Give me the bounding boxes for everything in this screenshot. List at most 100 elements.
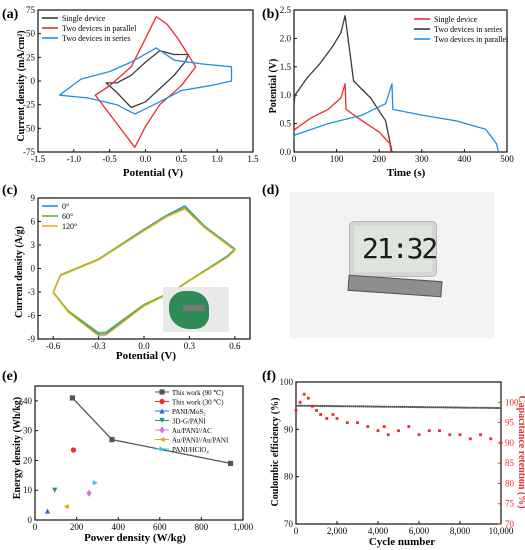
panel-d-tag: (d) [262, 183, 279, 198]
panel-f-ce-point [499, 406, 503, 410]
panel-a-ylabel: Current density (mA/cm²) [16, 30, 27, 141]
panel-f-ce-point [436, 406, 439, 409]
panel-f-ce-point [317, 404, 320, 407]
panel-e-xtick-label: 0 [33, 522, 38, 532]
panel-f-ce-point [483, 406, 486, 409]
panel-b-legend-label: Two devices in parallel [434, 35, 509, 44]
panel-f-ce-point [362, 405, 365, 408]
panel-c-legend-label: 0° [62, 202, 69, 211]
panel-b-legend-label: Single device [434, 15, 478, 24]
panel-f-xtick-label: 8,000 [450, 526, 471, 536]
panel-e-point [70, 447, 77, 453]
device-photo: 21:32 [290, 192, 494, 338]
panel-e-legend-marker [159, 417, 165, 424]
panel-e-legend-label: PANI/MoS₂ [172, 408, 206, 416]
panel-f-retention-point [335, 417, 339, 420]
panel-c-ytick-label: 6 [31, 217, 36, 227]
panel-f-ytick-label: 100 [505, 397, 519, 407]
panel-f-ce-point [452, 406, 455, 409]
clock-reading: 21:32 [362, 232, 438, 265]
panel-e-legend-marker [159, 389, 165, 395]
panel-f-frame [295, 381, 502, 525]
panel-f-retention-point [294, 409, 298, 412]
panel-f-ce-point [315, 404, 318, 407]
panel-f-ce-point [366, 405, 369, 408]
panel-a-xtick-label: -1.0 [67, 154, 82, 164]
panel-f-ce-point [446, 406, 449, 409]
panel-f-ce-point [467, 406, 470, 409]
panel-f-retention-point [311, 404, 314, 408]
panel-f-ce-point [329, 405, 332, 408]
panel-e-xtick-label: 800 [195, 522, 209, 532]
panel-e-legend-marker [159, 408, 165, 414]
panel-b-tag: (b) [262, 7, 279, 22]
device-image [183, 305, 205, 311]
panel-b-xtick-label: 500 [500, 154, 514, 164]
panel-f-ce-point [385, 405, 388, 408]
panel-f-ce-point [344, 405, 347, 408]
panel-a-ytick-label: 0 [31, 76, 36, 86]
panel-a-series-two-devices-in-parallel [94, 15, 197, 148]
panel-e-point [109, 437, 115, 443]
panel-b-xtick-label: 200 [372, 154, 386, 164]
panel-b-series-two-devices-in-series [293, 83, 392, 153]
panel-b-ytick-label: 0.5 [280, 119, 292, 129]
panel-f-ce-point [325, 404, 328, 408]
panel-f-retention-point [427, 429, 431, 433]
panel-e-point [69, 395, 76, 401]
panel-f-ce-point [473, 406, 476, 409]
panel-f-ce-point [294, 404, 298, 407]
panel-f-retention-point [397, 429, 400, 433]
panel-f-ce-point [327, 404, 330, 408]
panel-f-retention-point [407, 425, 411, 428]
panel-e-xtick-label: 400 [111, 522, 125, 532]
panel-a-series-single-device [105, 50, 190, 109]
panel-f-ce-point [415, 406, 418, 409]
panel-f-ce-point [374, 405, 377, 408]
panel-e-ytick-label: 20 [23, 455, 33, 465]
panel-f-ce-point [399, 405, 402, 408]
panel-f-ce-point [475, 406, 478, 409]
panel-f-ce-point [438, 406, 441, 409]
panel-f-ce-point [458, 406, 462, 409]
panel-f-ce-point [360, 405, 363, 408]
panel-f-ce-point [469, 406, 472, 409]
panel-e-legend-label: Au/PANI//Au/PANI [172, 437, 229, 445]
panel-f-ce-point [299, 404, 302, 407]
panel-f-ce-point [461, 406, 464, 409]
panel-c-xtick-label: -0.6 [46, 341, 61, 351]
panel-c-ytick-label: -9 [28, 334, 36, 344]
panel-a-legend-label: Two devices in parallel [62, 24, 137, 33]
panel-e-point [63, 504, 69, 510]
panel-b-ytick-label: 2.0 [280, 33, 292, 43]
panel-f-retention-point [382, 425, 386, 428]
panel-f-xtick-label: 4,000 [368, 526, 389, 536]
panel-f-ytick-label: 90 [284, 424, 294, 434]
panel-f-ce-point [340, 405, 343, 408]
panel-f-retention-point [315, 409, 318, 412]
panel-e-xtick-label: 1,000 [233, 522, 254, 532]
panel-f-ce-point [430, 406, 433, 409]
panel-f-ce-point [356, 405, 359, 408]
panel-f-ce-point [323, 404, 326, 408]
panel-e-ylabel: Energy density (Wh/kg) [12, 397, 23, 499]
panel-f-ytick-label: 80 [505, 478, 515, 488]
panel-f-xtick-label: 10,000 [489, 526, 514, 536]
panel-f-ce-point [444, 406, 447, 409]
panel-f-retention-point [298, 400, 302, 404]
panel-c-ytick-label: -3 [28, 287, 36, 297]
panel-b-series-single-device [293, 15, 393, 153]
panel-e-legend-label: This work (30 ℃) [172, 399, 224, 407]
panel-f-ce-point [303, 404, 306, 407]
panel-f-ce-point [481, 406, 484, 409]
panel-f-ytick-label: 85 [505, 458, 515, 468]
panel-a-xlabel: Potential (V) [123, 167, 184, 179]
panel-b-ytick-label: 2.5 [280, 5, 292, 15]
panel-f-ce-point [309, 404, 312, 407]
panel-f-retention-point [438, 429, 441, 433]
panel-a-tag: (a) [2, 7, 19, 22]
panel-f-ce-point [368, 405, 371, 408]
panel-f-retention-point [499, 441, 503, 445]
panel-f-retention-point [345, 421, 349, 424]
